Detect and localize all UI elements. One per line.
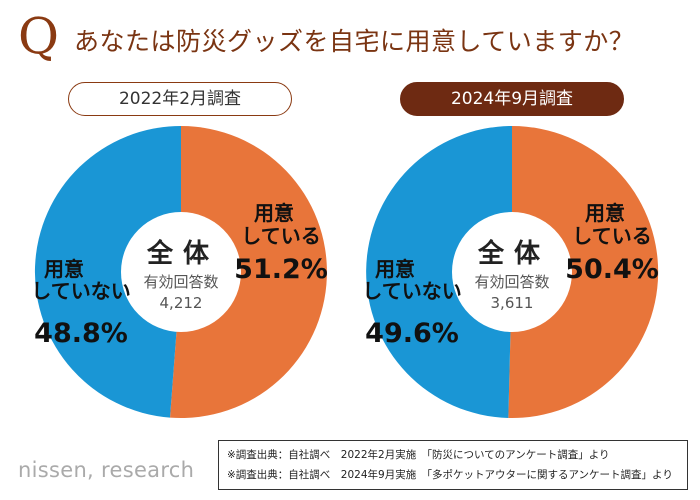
slice-value-prepared: 50.4% bbox=[565, 254, 659, 285]
slice-label-prepared-line1: 用意 bbox=[254, 201, 294, 225]
question-text: あなたは防災グッズを自宅に用意していますか？ bbox=[74, 27, 635, 56]
slice-label-prepared-line1: 用意 bbox=[585, 201, 625, 225]
donut-hole bbox=[452, 212, 572, 332]
slice-prepared-2022 bbox=[170, 126, 327, 418]
q-letter: Q bbox=[18, 7, 59, 65]
donut-chart-2024: 全体 有効回答数 3,611 用意 している 50.4% 用意 していない 49… bbox=[362, 125, 659, 418]
source-notes: ※調査出典：自社調べ 2022年2月実施 「防災についてのアンケート調査」より … bbox=[218, 440, 688, 490]
slice-label-not-prepared-line1: 用意 bbox=[375, 257, 415, 281]
source-note-2024: ※調査出典：自社調べ 2024年9月実施 「多ポケットアウターに関するアンケート… bbox=[227, 469, 673, 481]
source-note-2022: ※調査出典：自社調べ 2022年2月実施 「防災についてのアンケート調査」より bbox=[227, 449, 610, 461]
center-title: 全体 bbox=[146, 238, 219, 269]
survey-label-2024: 2024年9月調査 bbox=[400, 82, 624, 116]
center-sub-label: 有効回答数 bbox=[143, 273, 218, 291]
slice-label-not-prepared-line1: 用意 bbox=[44, 257, 84, 281]
slice-value-not-prepared: 48.8% bbox=[34, 318, 128, 349]
slice-value-prepared: 51.2% bbox=[234, 254, 328, 285]
slice-value-not-prepared: 49.6% bbox=[365, 318, 459, 349]
slice-not-prepared-2024 bbox=[366, 126, 512, 418]
donut-hole bbox=[121, 212, 241, 332]
slice-label-not-prepared-line2: していない bbox=[362, 279, 461, 303]
center-sub-label: 有効回答数 bbox=[474, 273, 549, 291]
center-title: 全体 bbox=[477, 238, 550, 269]
slice-not-prepared-2022 bbox=[34, 126, 181, 418]
page-title: Q あなたは防災グッズを自宅に用意していますか？ bbox=[18, 7, 698, 72]
slice-label-not-prepared-line2: していない bbox=[31, 279, 130, 303]
respondent-count: 4,212 bbox=[160, 294, 203, 312]
respondent-count: 3,611 bbox=[491, 294, 534, 312]
survey-label-2022: 2022年2月調査 bbox=[68, 82, 292, 116]
slice-label-prepared-line2: している bbox=[572, 224, 651, 248]
donut-chart-2022: 全体 有効回答数 4,212 用意 している 51.2% 用意 していない 48… bbox=[31, 126, 328, 418]
slice-label-prepared-line2: している bbox=[241, 224, 320, 248]
brand-logo: nissen, research bbox=[18, 458, 195, 482]
slice-prepared-2024 bbox=[508, 125, 659, 418]
